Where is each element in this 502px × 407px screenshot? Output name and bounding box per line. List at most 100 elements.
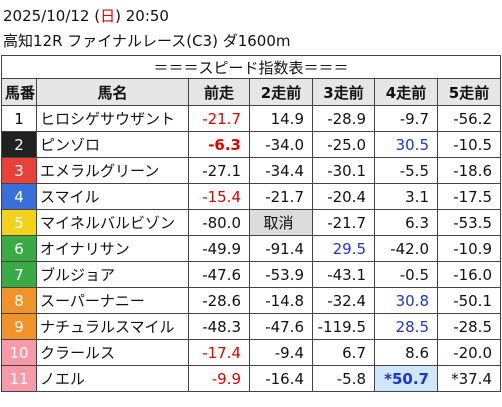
horse-row: 10 クラールス -17.4 -9.4 6.7 8.6 -20.0 [1,339,501,366]
date: 2025/10/12 [3,7,90,25]
horse-name: ヒロシゲサウザント [36,105,189,132]
horse-row: 7 ブルジョア -47.6 -53.9 -43.1 -0.5 -16.0 [1,261,501,288]
speed-index: -28.6 [188,287,250,314]
speed-index: *50.7 [374,365,438,392]
speed-index: 30.8 [374,287,438,314]
horse-name: スーパーナニー [36,287,189,314]
horse-number: 4 [1,183,37,210]
horse-name: クラールス [36,339,189,366]
speed-index: 8.6 [374,339,438,366]
speed-index: 28.5 [374,313,438,340]
horse-row: 4 スマイル -15.4 -21.7 -20.4 3.1 -17.5 [1,183,501,210]
table-body: 1 ヒロシゲサウザント -21.7 14.9 -28.9 -9.7 -56.2 2 ピンゾロ -6… [1,105,501,392]
horse-name: ノエル [36,365,189,392]
horse-number: 10 [1,339,37,366]
speed-index: -53.5 [437,209,501,236]
speed-index: -10.9 [437,235,501,262]
speed-index: -17.5 [437,183,501,210]
horse-name: スマイル [36,183,189,210]
horse-name: ピンゾロ [36,131,189,158]
speed-index: -27.1 [188,157,250,184]
header-row: 馬番 馬名 前走 2走前 3走前 4走前 5走前 [1,78,501,106]
speed-index: -32.4 [312,287,375,314]
horse-number: 2 [1,131,37,158]
horse-number: 5 [1,209,37,236]
speed-index: -16.0 [437,261,501,288]
speed-index: -28.9 [312,105,375,132]
column-header: 馬番 [1,78,37,106]
horse-row: 2 ピンゾロ -6.3 -34.0 -25.0 30.5 -10.5 [1,131,501,158]
horse-number: 7 [1,261,37,288]
speed-index: -20.4 [312,183,375,210]
speed-index: -9.7 [374,105,438,132]
speed-index: -48.3 [188,313,250,340]
horse-row: 1 ヒロシゲサウザント -21.7 14.9 -28.9 -9.7 -56.2 [1,105,501,132]
speed-index: *37.4 [437,365,501,392]
speed-index: -9.4 [249,339,313,366]
speed-index: -6.3 [188,131,250,158]
column-header: 前走 [188,78,250,106]
horse-row: 5 マイネルバルビゾン -80.0 取消 -21.7 6.3 -53.5 [1,209,501,236]
speed-index: -16.4 [249,365,313,392]
speed-index: -20.0 [437,339,501,366]
speed-index: -50.1 [437,287,501,314]
speed-index: -47.6 [249,313,313,340]
table-title: ＝＝＝スピード指数表＝＝＝ [1,55,501,79]
horse-row: 9 ナチュラルスマイル -48.3 -47.6 -119.5 28.5 -28.5 [1,313,501,340]
speed-index: 14.9 [249,105,313,132]
speed-index: -18.6 [437,157,501,184]
column-header: 5走前 [437,78,501,106]
speed-index: -91.4 [249,235,313,262]
horse-number: 9 [1,313,37,340]
speed-index: -15.4 [188,183,250,210]
horse-name: オイナリサン [36,235,189,262]
horse-row: 11 ノエル -9.9 -16.4 -5.8 *50.7 *37.4 [1,365,501,392]
horse-number: 6 [1,235,37,262]
column-header: 馬名 [36,78,189,106]
time: 20:50 [125,7,169,25]
horse-name: ブルジョア [36,261,189,288]
horse-number: 1 [1,105,37,132]
speed-index: -10.5 [437,131,501,158]
horse-name: ナチュラルスマイル [36,313,189,340]
title-row: ＝＝＝スピード指数表＝＝＝ [1,55,501,79]
speed-index: -21.7 [249,183,313,210]
horse-row: 8 スーパーナニー -28.6 -14.8 -32.4 30.8 -50.1 [1,287,501,314]
speed-index: -43.1 [312,261,375,288]
speed-index: 6.3 [374,209,438,236]
speed-index: -56.2 [437,105,501,132]
speed-index: -5.5 [374,157,438,184]
horse-number: 8 [1,287,37,314]
speed-index: -17.4 [188,339,250,366]
speed-index: -53.9 [249,261,313,288]
speed-index: 取消 [249,209,313,236]
speed-index: -0.5 [374,261,438,288]
speed-index: -80.0 [188,209,250,236]
horse-row: 3 エメラルグリーン -27.1 -34.4 -30.1 -5.5 -18.6 [1,157,501,184]
speed-index: -25.0 [312,131,375,158]
speed-index: 29.5 [312,235,375,262]
column-header: 3走前 [312,78,375,106]
speed-index: 6.7 [312,339,375,366]
speed-index: -14.8 [249,287,313,314]
horse-number: 3 [1,157,37,184]
horse-name: マイネルバルビゾン [36,209,189,236]
column-header: 2走前 [249,78,313,106]
horse-name: エメラルグリーン [36,157,189,184]
speed-index: -30.1 [312,157,375,184]
speed-index: 3.1 [374,183,438,210]
speed-index: -5.8 [312,365,375,392]
speed-index: 30.5 [374,131,438,158]
speed-index: -47.6 [188,261,250,288]
speed-index: -119.5 [312,313,375,340]
speed-index: -28.5 [437,313,501,340]
speed-index: -42.0 [374,235,438,262]
horse-row: 6 オイナリサン -49.9 -91.4 29.5 -42.0 -10.9 [1,235,501,262]
speed-index: -21.7 [312,209,375,236]
date-line: 2025/10/12 (日) 20:50 [3,7,169,25]
speed-index: -21.7 [188,105,250,132]
speed-index: -49.9 [188,235,250,262]
weekday: 日 [100,7,116,25]
column-header: 4走前 [374,78,438,106]
